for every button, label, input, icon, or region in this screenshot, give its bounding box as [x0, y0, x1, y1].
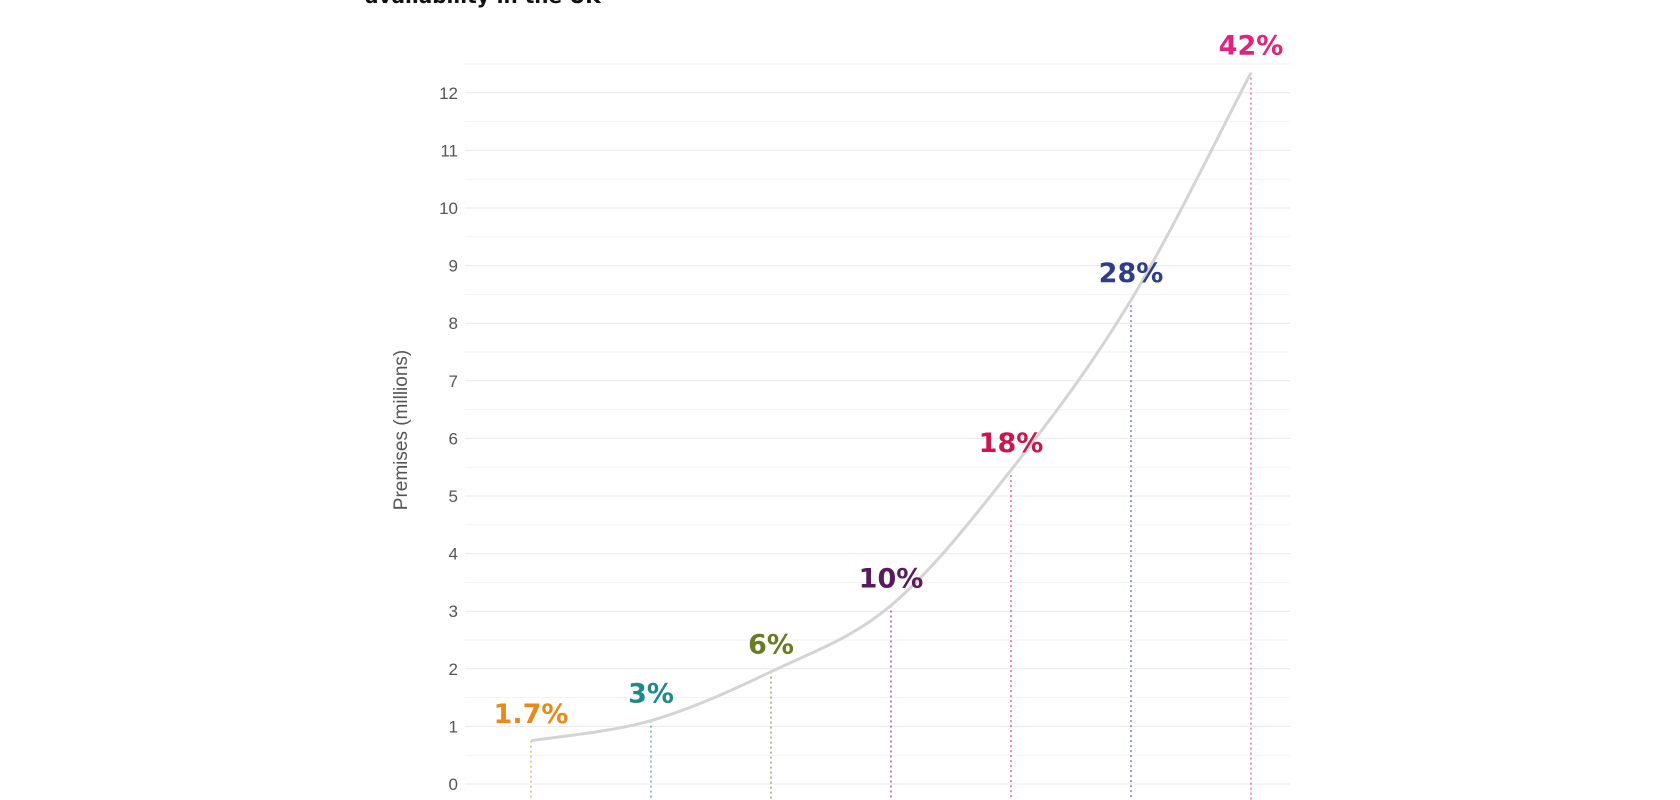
y-axis-title: Premises (millions): [391, 350, 412, 510]
y-tick-label: 4: [449, 545, 458, 564]
data-label: 28%: [1099, 258, 1164, 289]
data-label: 1.7%: [494, 699, 569, 730]
data-labels: 1.7% 3% 6% 10% 18% 28% 42%: [494, 31, 1284, 730]
drop-lines: [530, 72, 1252, 800]
y-tick-label: 0: [449, 775, 458, 794]
y-tick-label: 10: [439, 199, 458, 218]
y-tick-label: 12: [439, 84, 458, 103]
data-label: 10%: [859, 563, 924, 594]
y-tick-label: 2: [449, 660, 458, 679]
y-tick-label: 8: [449, 314, 458, 333]
chart-title: availability in the UK: [365, 0, 601, 8]
data-label: 6%: [748, 630, 794, 661]
y-tick-label: 1: [449, 717, 458, 736]
data-label: 42%: [1219, 31, 1284, 62]
y-tick-label: 5: [449, 487, 458, 506]
data-label: 3%: [628, 679, 674, 710]
y-tick-label: 9: [449, 257, 458, 276]
gridlines: [465, 63, 1290, 785]
series-line: [530, 71, 1253, 743]
y-tick-label: 6: [449, 429, 458, 448]
data-label: 18%: [979, 428, 1044, 459]
y-tick-label: 7: [449, 372, 458, 391]
y-tick-label: 11: [440, 141, 458, 160]
y-tick-label: 3: [449, 602, 458, 621]
